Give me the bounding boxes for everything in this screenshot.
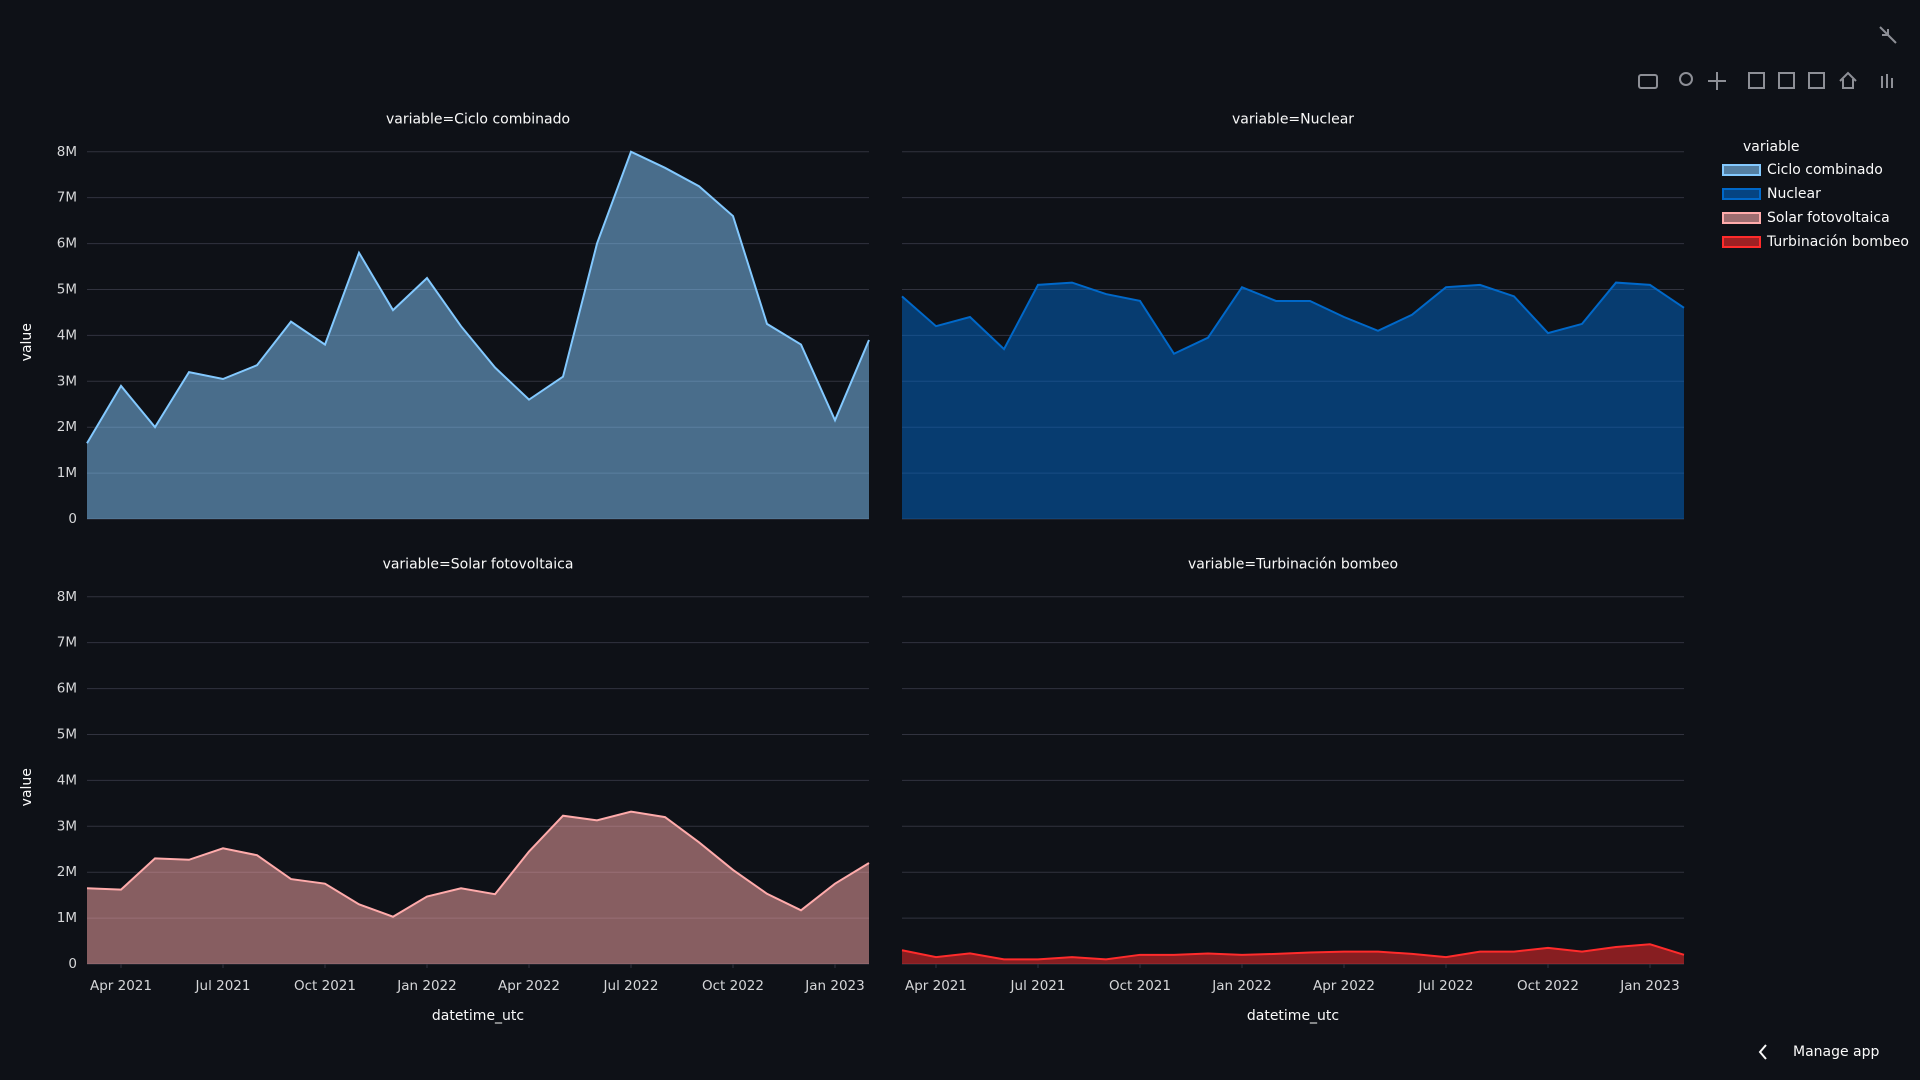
legend-swatch — [1722, 164, 1761, 176]
y-tick-label: 2M — [57, 419, 77, 435]
y-tick-label: 0 — [68, 511, 77, 527]
x-tick-label: Jan 2022 — [1211, 978, 1271, 994]
x-tick-label: Jul 2022 — [1418, 978, 1474, 994]
y-tick-label: 6M — [57, 236, 77, 252]
x-tick-label: Apr 2021 — [905, 978, 967, 994]
pan-icon[interactable] — [1708, 72, 1726, 90]
x-tick-label: Apr 2022 — [498, 978, 560, 994]
legend-swatch — [1722, 188, 1761, 200]
facet-title: variable=Solar fotovoltaica — [383, 556, 574, 572]
y-axis-title: value — [19, 323, 35, 361]
collapse-glyph — [1879, 26, 1897, 44]
area-line — [901, 281, 1685, 356]
x-tick-label: Jan 2022 — [396, 978, 456, 994]
x-tick-label: Oct 2022 — [1517, 978, 1579, 994]
zoom-icon[interactable] — [1679, 72, 1693, 86]
y-tick-label: 4M — [57, 772, 77, 788]
autoscale-icon[interactable] — [1808, 72, 1825, 89]
plotly-icon[interactable] — [1881, 74, 1893, 88]
area-fill — [902, 282, 1684, 519]
legend-swatch — [1722, 212, 1761, 224]
area-line — [86, 150, 870, 444]
x-tick-label: Oct 2021 — [1109, 978, 1171, 994]
y-axis-title: value — [19, 768, 35, 806]
y-tick-label: 0 — [68, 956, 77, 972]
y-tick-label: 5M — [57, 281, 77, 297]
x-tick-label: Oct 2021 — [294, 978, 356, 994]
manage-chevron[interactable] — [1758, 1044, 1767, 1060]
y-tick-label: 8M — [57, 144, 77, 160]
legend-label: Ciclo combinado — [1767, 162, 1883, 178]
facet-title: variable=Turbinación bombeo — [1188, 556, 1398, 572]
x-tick-label: Oct 2022 — [702, 978, 764, 994]
toolbar — [1638, 71, 1893, 90]
area-fill — [87, 151, 869, 519]
y-tick-label: 3M — [57, 818, 77, 834]
x-tick-label: Jan 2023 — [804, 978, 864, 994]
x-tick-label: Jul 2021 — [1010, 978, 1066, 994]
legend-label: Nuclear — [1767, 186, 1821, 202]
y-tick-label: 8M — [57, 589, 77, 605]
legend-label: Solar fotovoltaica — [1767, 210, 1890, 226]
y-tick-label: 4M — [57, 327, 77, 343]
legend-label: Turbinación bombeo — [1766, 234, 1909, 250]
collapse-icon[interactable] — [1879, 26, 1897, 44]
area-line — [86, 810, 870, 918]
y-tick-label: 2M — [57, 864, 77, 880]
x-tick-label: Jul 2022 — [603, 978, 659, 994]
legend-title: variable — [1743, 139, 1799, 155]
y-tick-label: 5M — [57, 726, 77, 742]
zoom-out-icon[interactable] — [1778, 72, 1795, 89]
y-tick-label: 6M — [57, 681, 77, 697]
facet-title: variable=Ciclo combinado — [386, 111, 570, 127]
x-tick-label: Jan 2023 — [1619, 978, 1679, 994]
x-axis-title: datetime_utc — [1247, 1008, 1339, 1024]
y-tick-label: 1M — [57, 465, 77, 481]
area-line — [901, 943, 1685, 961]
zoom-in-icon[interactable] — [1748, 72, 1765, 89]
manage-app[interactable]: Manage app — [1793, 1044, 1880, 1060]
x-tick-label: Jul 2021 — [195, 978, 251, 994]
area-fill — [87, 811, 869, 964]
y-tick-label: 1M — [57, 910, 77, 926]
camera-icon[interactable] — [1638, 74, 1658, 89]
y-tick-label: 7M — [57, 190, 77, 206]
x-tick-label: Apr 2021 — [90, 978, 152, 994]
y-tick-label: 3M — [57, 373, 77, 389]
reset-icon[interactable] — [1839, 71, 1857, 89]
facet-title: variable=Nuclear — [1232, 111, 1354, 127]
legend-swatch — [1722, 236, 1761, 248]
x-axis-title: datetime_utc — [432, 1008, 524, 1024]
x-tick-label: Apr 2022 — [1313, 978, 1375, 994]
y-tick-label: 7M — [57, 635, 77, 651]
